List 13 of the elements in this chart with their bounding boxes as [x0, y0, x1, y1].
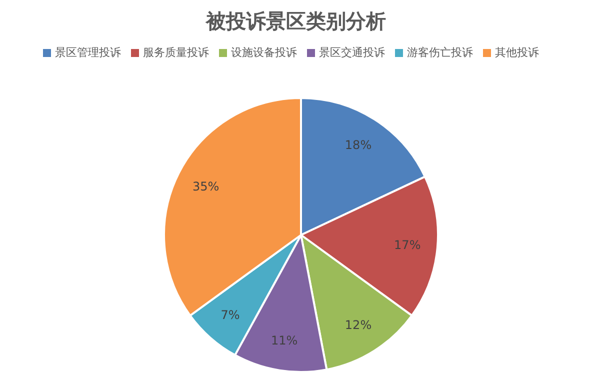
legend-label: 服务质量投诉: [143, 46, 209, 59]
data-label: 12%: [344, 318, 372, 332]
data-label: 7%: [220, 308, 240, 322]
legend-label: 游客伤亡投诉: [407, 46, 473, 59]
data-label: 18%: [344, 138, 372, 152]
data-label: 17%: [394, 238, 421, 252]
data-label: 35%: [192, 179, 220, 194]
chart-title: 被投诉景区类别分析: [204, 8, 387, 35]
legend-label: 景区管理投诉: [55, 46, 121, 59]
legend-label: 设施设备投诉: [231, 46, 297, 59]
data-label: 11%: [270, 334, 298, 348]
legend-label: 其他投诉: [495, 46, 539, 59]
legend-label: 景区交通投诉: [319, 46, 385, 59]
